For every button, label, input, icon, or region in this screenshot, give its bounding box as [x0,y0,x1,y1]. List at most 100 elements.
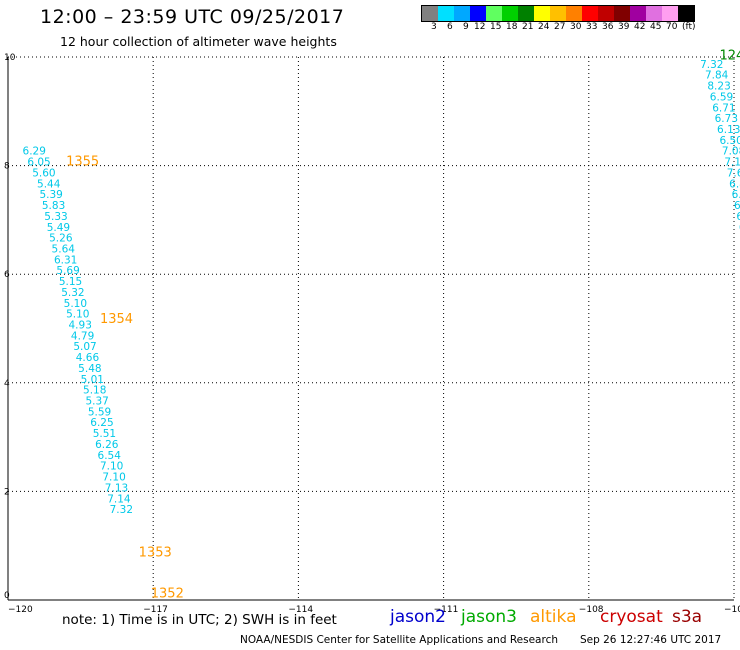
footer-credit: NOAA/NESDIS Center for Satellite Applica… [240,634,558,646]
wave-height-label: 5.15 [59,276,82,288]
wave-height-label: 5.33 [44,211,67,223]
wave-height-label: 6.26 [95,439,119,451]
wave-height-label: 7.10 [102,472,125,484]
legend-swatch [614,6,630,21]
wave-height-label: 7.32 [110,504,133,516]
wave-height-label: 5.18 [83,385,106,397]
satellite-name: jason2 [390,607,446,627]
legend-swatch [486,6,502,21]
satellite-name: jason3 [461,607,517,627]
wave-height-label: 5.49 [47,222,70,234]
wave-height-label: 5.44 [37,178,61,190]
legend-label: 15 [490,22,502,32]
x-tick-label: −114 [288,605,313,615]
wave-height-label: 6.65 [732,189,740,201]
y-tick-label: 2 [4,487,10,497]
wave-height-label: 5.01 [81,374,104,386]
legend-swatch [566,6,582,21]
y-tick-label: 4 [4,379,10,389]
wave-height-label: 6.54 [98,450,122,462]
legend-swatch [598,6,614,21]
wave-height-label: 4.79 [71,330,94,342]
wave-height-label: 6.73 [715,113,738,125]
wave-height-label: 4.93 [69,320,92,332]
wave-height-label: 6.71 [712,102,735,114]
wave-height-label: 5.48 [78,363,101,375]
legend-label: 21 [522,22,534,32]
legend-swatch [662,6,678,21]
x-tick-label: −120 [8,605,33,615]
wave-height-label: 7.10 [100,461,123,473]
legend-swatch [502,6,518,21]
wave-height-label: 5.69 [56,265,79,277]
legend-swatch [550,6,566,21]
wave-height-label: 6.9 [739,222,740,234]
legend-label: (ft) [682,22,696,32]
legend-label: 6 [447,22,453,32]
wave-height-label: 5.32 [61,287,84,299]
wave-height-label: 6.05 [27,157,50,169]
legend-label: 45 [650,22,662,32]
y-tick-label: 0 [4,591,10,601]
y-tick-label: 10 [4,53,16,63]
color-legend-bar [421,5,695,22]
wave-height-label: 5.07 [73,341,96,353]
wave-height-label: 5.37 [85,396,108,408]
wave-height-label: 4.66 [76,352,100,364]
legend-swatch [630,6,646,21]
pass-time-label: 1244 [719,49,740,64]
wave-height-label: 7.32 [700,59,723,71]
note-text: note: 1) Time is in UTC; 2) SWH is in fe… [62,612,337,628]
wave-height-label: 6.31 [54,254,77,266]
wave-height-label: 5.60 [32,167,55,179]
wave-height-label: 7.08 [722,146,740,158]
wave-height-label: 7.18 [724,157,740,169]
pass-time-label: 1352 [151,586,184,601]
pass-time-label: 1355 [66,155,99,170]
y-tick-label: 8 [4,162,10,172]
wave-height-label: 5.59 [88,406,111,418]
legend-label: 33 [586,22,598,32]
x-tick-label: −108 [579,605,604,615]
pass-time-label: 1354 [100,312,133,327]
legend-swatch [678,6,694,21]
legend-label: 27 [554,22,566,32]
legend-swatch [454,6,470,21]
wave-height-label: 6.84 [729,178,740,190]
wave-height-label: 7.13 [105,482,128,494]
satellite-name: cryosat [600,607,663,627]
legend-label: 18 [506,22,518,32]
legend-label: 30 [570,22,582,32]
wave-height-label: 8.23 [707,81,730,93]
page-title: 12:00 – 23:59 UTC 09/25/2017 [40,6,345,28]
wave-height-label: 6.50 [719,135,740,147]
footer-timestamp: Sep 26 12:27:46 UTC 2017 [580,634,722,646]
wave-height-label: 6.13 [717,124,740,136]
wave-height-label: 5.64 [52,243,76,255]
legend-swatch [470,6,486,21]
legend-label: 42 [634,22,646,32]
wave-height-label: 6.25 [90,417,113,429]
legend-label: 39 [618,22,630,32]
wave-height-label: 7.14 [107,493,131,505]
wave-height-label: 6.70 [734,200,740,212]
wave-height-label: 5.51 [93,428,116,440]
legend-label: 36 [602,22,614,32]
legend-swatch [518,6,534,21]
legend-label: 70 [666,22,678,32]
wave-height-label: 6.59 [710,91,733,103]
legend-swatch [534,6,550,21]
wave-height-label: 5.39 [39,189,62,201]
legend-swatch [422,6,438,21]
wave-height-label: 5.83 [42,200,65,212]
wave-height-label: 7.60 [727,167,740,179]
legend-label: 12 [474,22,486,32]
legend-label: 3 [431,22,437,32]
x-tick-label: −111 [434,605,459,615]
legend-label: 9 [463,22,469,32]
legend-swatch [438,6,454,21]
legend-swatch [646,6,662,21]
satellite-name: altika [530,607,577,627]
